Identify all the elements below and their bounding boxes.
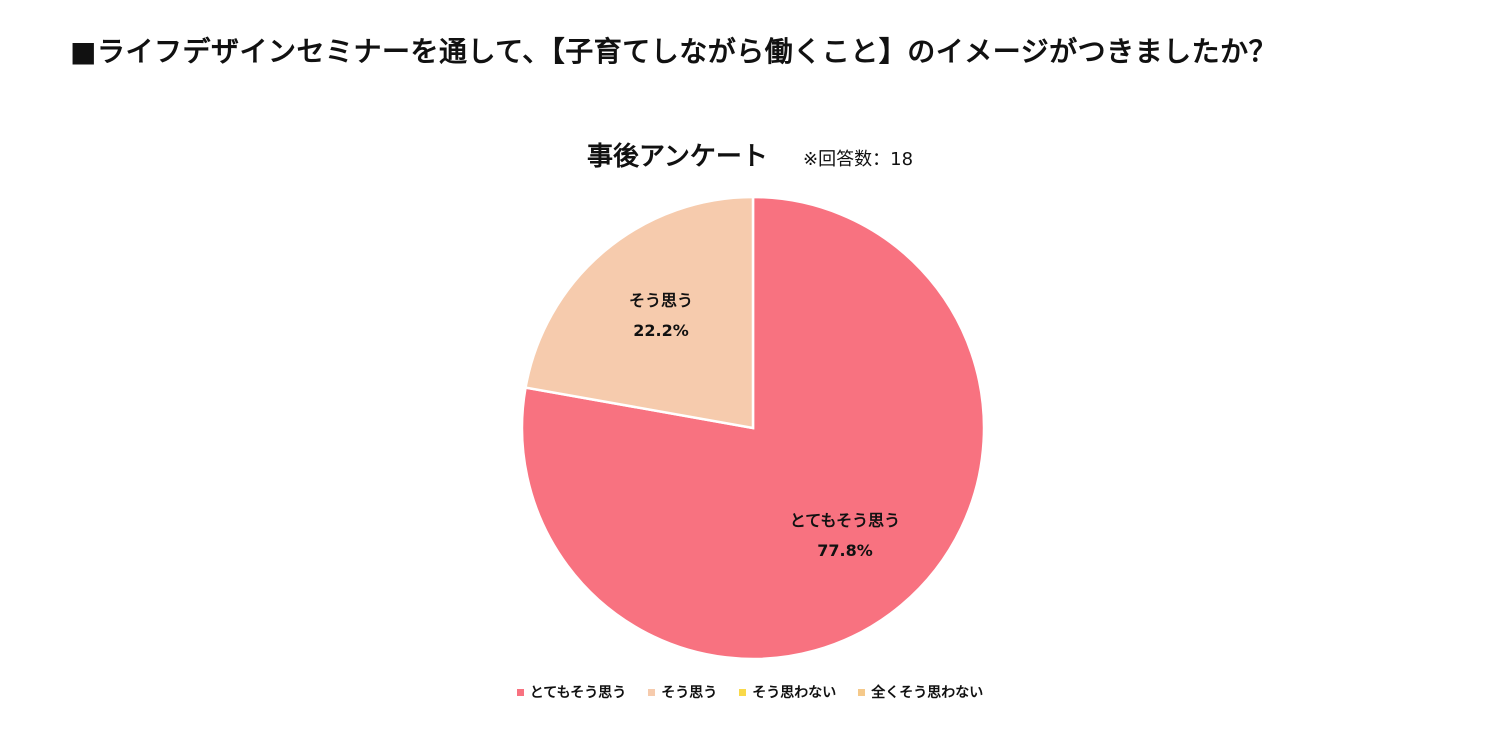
legend-swatch-disagree [739,688,747,696]
legend-item: そう思わない [739,682,836,702]
slice-percent-label: 22.2% [633,321,689,340]
chart-heading: 事後アンケート ※回答数：18 [0,136,1500,173]
slice-category-label: そう思う [629,291,693,310]
legend-label: そう思う [661,685,718,701]
legend-item: とてもそう思う [516,682,627,702]
legend-swatch-agree [648,688,656,696]
slice-agree [524,195,755,430]
legend-swatch-strongly-disagree [858,688,866,696]
slice-category-label: とてもそう思う [790,511,900,530]
legend-label: 全くそう思わない [871,685,984,701]
legend-item: 全くそう思わない [858,682,983,702]
legend-label: そう思わない [752,685,837,701]
legend-label: とてもそう思う [529,685,627,701]
legend: とてもそう思う そう思う そう思わない 全くそう思わない [0,682,1500,702]
legend-item: そう思う [648,682,717,702]
legend-swatch-very-agree [516,688,524,696]
chart-title: 事後アンケート [586,142,768,172]
slice-percent-label: 77.8% [817,541,873,560]
chart-subtitle: ※回答数：18 [803,149,914,170]
page-title: ■ライフデザインセミナーを通して、【子育てしながら働くこと】のイメージがつきまし… [70,35,1278,68]
